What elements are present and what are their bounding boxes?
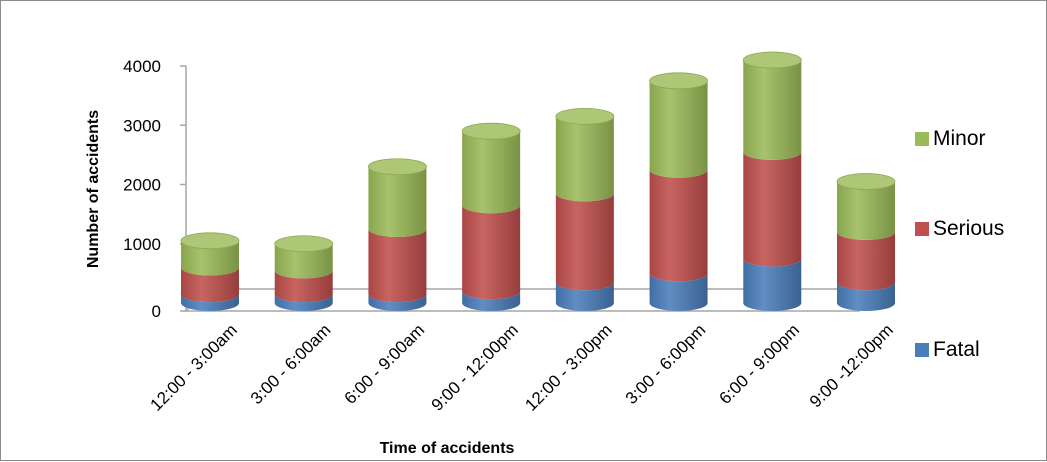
bar-segment-minor [462, 131, 521, 214]
bar-segment-serious [837, 231, 895, 291]
legend-swatch [915, 343, 929, 357]
bar-segment-minor [837, 181, 895, 240]
y-tick-label: 1000 [123, 235, 161, 254]
bar-stack [274, 235, 334, 311]
x-tick-label: 6:00 - 9:00pm [715, 320, 803, 408]
legend: Minor Serious Fatal [915, 127, 1004, 361]
bar-segment-fatal [837, 282, 895, 311]
y-tick-label: 4000 [123, 57, 161, 76]
bar-segment-minor [368, 166, 427, 237]
bar-stack [742, 51, 802, 311]
bar-stack [368, 158, 427, 311]
bar-segment-serious [368, 228, 427, 303]
bar-top-cap [461, 122, 521, 140]
bar-segment-serious [649, 169, 708, 282]
bar-stack [461, 122, 521, 311]
x-tick-label: 12:00 - 3:00pm [521, 320, 615, 414]
axes: 0 1000 2000 3000 4000 [123, 57, 187, 321]
bar-segment-minor [555, 116, 614, 202]
x-axis-title: Time of accidents [380, 440, 515, 457]
bar-segment-fatal [274, 294, 333, 311]
bar-top-cap [274, 235, 334, 253]
bar-top-cap [368, 158, 427, 176]
bar-stack [555, 107, 615, 311]
legend-swatch [915, 222, 929, 236]
bar-segment-serious [274, 270, 333, 303]
x-tick-labels: 12:00 - 3:00am 3:00 - 6:00am 6:00 - 9:00am… [147, 320, 897, 414]
bar-segment-minor [181, 240, 239, 276]
x-tick-label: 9:00 - 12:00pm [428, 320, 522, 414]
bar-segment-serious [462, 205, 521, 300]
legend-label: Serious [933, 217, 1004, 240]
bar-segment-fatal [743, 258, 802, 311]
bar-segment-fatal [368, 294, 427, 311]
legend-label: Minor [933, 127, 986, 150]
y-axis-title: Number of accidents [85, 110, 102, 268]
y-tick-label: 3000 [123, 116, 161, 135]
bar-segment-fatal [462, 291, 521, 311]
bars [180, 51, 896, 311]
legend-label: Fatal [933, 338, 980, 361]
bar-segment-fatal [555, 282, 614, 311]
bar-top-cap [555, 107, 615, 125]
bar-top-cap [742, 51, 802, 69]
bar-segment-fatal [649, 273, 708, 311]
bar-top-cap [180, 232, 240, 250]
legend-swatch [915, 132, 929, 146]
bar-segment-serious [555, 193, 614, 291]
bar-stack [836, 173, 896, 311]
x-tick-label: 6:00 - 9:00am [341, 320, 429, 408]
y-tick-label: 0 [152, 302, 161, 321]
bar-top-cap [649, 72, 708, 90]
bar-stack [180, 232, 240, 311]
bar-segment-serious [181, 267, 239, 303]
y-tick-label: 2000 [123, 176, 161, 195]
x-tick-label: 9:00 -12:00pm [806, 320, 897, 411]
bar-segment-minor [649, 80, 708, 178]
legend-item-serious: Serious [915, 217, 1004, 240]
bar-segment-minor [274, 243, 333, 279]
x-tick-label: 3:00 - 6:00pm [622, 320, 710, 408]
legend-item-minor: Minor [915, 127, 986, 150]
x-tick-label: 3:00 - 6:00am [247, 320, 335, 408]
bar-stack [649, 72, 708, 311]
bar-top-cap [836, 173, 896, 190]
legend-item-fatal: Fatal [915, 338, 980, 361]
bar-segment-fatal [181, 294, 239, 311]
bar-segment-serious [743, 151, 802, 267]
bar-segment-minor [743, 60, 802, 160]
x-tick-label: 12:00 - 3:00am [147, 320, 241, 414]
